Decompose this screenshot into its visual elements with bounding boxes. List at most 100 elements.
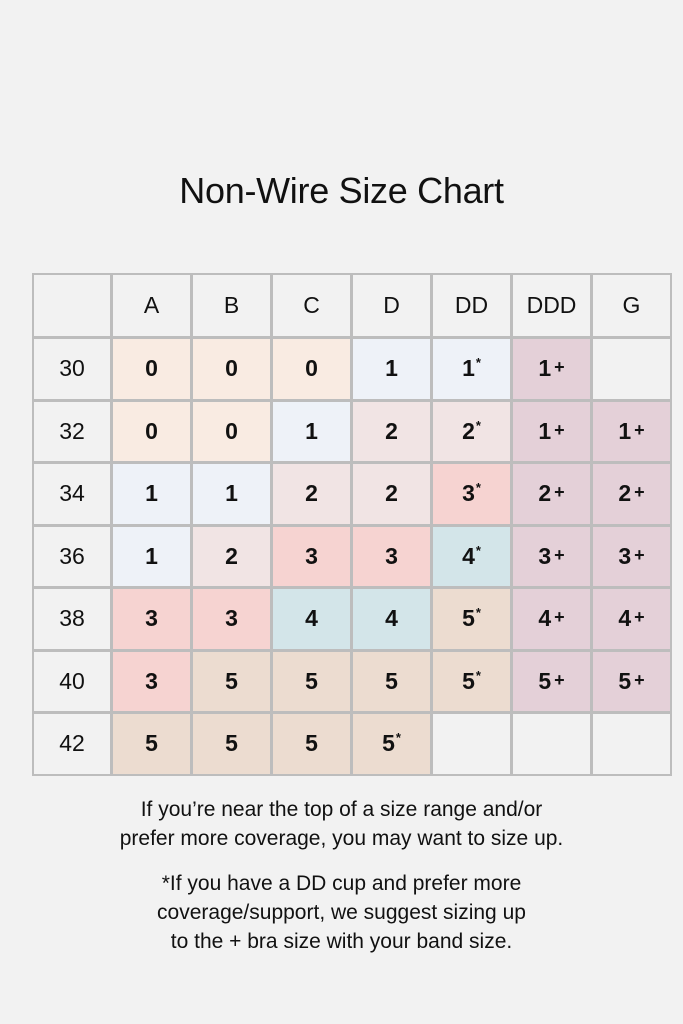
- plus-marker: +: [554, 482, 565, 503]
- plus-marker: +: [554, 544, 565, 565]
- size-cell: 3 +: [593, 526, 670, 586]
- plus-marker: +: [634, 669, 645, 690]
- sizing-note: If you’re near the top of a size range a…: [0, 795, 683, 853]
- column-header: D: [353, 275, 430, 336]
- size-cell: 1 +: [593, 401, 670, 461]
- size-value: 5: [385, 667, 398, 694]
- size-value: 4: [538, 605, 552, 632]
- note-line: *If you have a DD cup and prefer more: [161, 872, 522, 895]
- size-cell: 1 +: [513, 401, 590, 461]
- column-header: C: [273, 275, 350, 336]
- size-value: 3: [618, 542, 632, 569]
- size-value: 2: [538, 480, 552, 507]
- size-value: 0: [305, 355, 318, 382]
- size-value: 5: [305, 667, 318, 694]
- size-value: 5: [305, 730, 318, 757]
- size-value: 4: [462, 542, 475, 569]
- size-cell: 0: [193, 339, 270, 399]
- size-cell: 2: [273, 464, 350, 524]
- size-cell: 1: [113, 526, 190, 586]
- dd-cup-footnote: *If you have a DD cup and prefer more co…: [0, 869, 683, 956]
- size-value: 0: [145, 355, 158, 382]
- size-value: 3: [385, 542, 398, 569]
- plus-marker: +: [634, 482, 645, 503]
- size-cell: 3: [113, 589, 190, 649]
- asterisk-marker: *: [475, 542, 481, 558]
- size-cell: 3: [193, 589, 270, 649]
- size-cell: 2: [193, 526, 270, 586]
- empty-cell: [513, 714, 590, 774]
- size-cell: 3: [273, 526, 350, 586]
- size-cell: 3: [113, 651, 190, 711]
- size-value: 5: [225, 730, 238, 757]
- size-value: 1: [145, 480, 158, 507]
- asterisk-marker: *: [475, 480, 481, 496]
- plus-marker: +: [554, 357, 565, 378]
- size-value: 1: [538, 417, 552, 444]
- size-value: 0: [145, 417, 158, 444]
- size-cell: 5: [193, 714, 270, 774]
- band-label: 36: [34, 526, 110, 586]
- size-cell: 1: [113, 464, 190, 524]
- size-value: 4: [305, 605, 318, 632]
- size-cell: 5: [273, 651, 350, 711]
- band-label: 42: [34, 714, 110, 774]
- note-line: to the + bra size with your band size.: [170, 930, 513, 953]
- size-value: 5: [382, 730, 395, 757]
- size-cell: 2: [353, 401, 430, 461]
- column-header: DD: [433, 275, 510, 336]
- column-header: DDD: [513, 275, 590, 336]
- size-cell: 5 *: [353, 714, 430, 774]
- size-value: 2: [385, 417, 398, 444]
- size-value: 2: [618, 480, 632, 507]
- size-value: 5: [462, 667, 475, 694]
- band-label: 34: [34, 464, 110, 524]
- size-cell: 2: [353, 464, 430, 524]
- size-cell: 4: [273, 589, 350, 649]
- size-value: 2: [385, 480, 398, 507]
- size-value: 1: [385, 355, 398, 382]
- size-cell: 5 *: [433, 589, 510, 649]
- size-value: 3: [225, 605, 238, 632]
- empty-cell: [593, 339, 670, 399]
- size-cell: 5: [113, 714, 190, 774]
- size-cell: 1: [353, 339, 430, 399]
- size-cell: 2 +: [513, 464, 590, 524]
- size-cell: 5 +: [593, 651, 670, 711]
- size-cell: 5: [353, 651, 430, 711]
- size-cell: 4 *: [433, 526, 510, 586]
- size-value: 1: [145, 542, 158, 569]
- empty-cell: [593, 714, 670, 774]
- plus-marker: +: [554, 419, 565, 440]
- band-label: 38: [34, 589, 110, 649]
- size-value: 2: [462, 417, 475, 444]
- size-value: 3: [145, 605, 158, 632]
- note-line: coverage/support, we suggest sizing up: [157, 901, 526, 924]
- size-cell: 1 *: [433, 339, 510, 399]
- asterisk-marker: *: [475, 667, 481, 683]
- size-chart-table: A B C D DD DDD G 30 0 0 0 1 1 * 1 +32 0 0 1 2 2 * 1 +1 +34 1 1 2 2 3 *…: [32, 273, 672, 776]
- column-header: A: [113, 275, 190, 336]
- size-value: 3: [538, 542, 552, 569]
- band-label: 30: [34, 339, 110, 399]
- plus-marker: +: [634, 544, 645, 565]
- size-cell: 1: [193, 464, 270, 524]
- size-value: 3: [462, 480, 475, 507]
- size-value: 3: [145, 667, 158, 694]
- size-cell: 3 *: [433, 464, 510, 524]
- size-cell: 5 *: [433, 651, 510, 711]
- plus-marker: +: [554, 669, 565, 690]
- size-value: 1: [225, 480, 238, 507]
- asterisk-marker: *: [475, 605, 481, 621]
- size-value: 2: [305, 480, 318, 507]
- chart-title: Non-Wire Size Chart: [179, 170, 504, 211]
- note-line: If you’re near the top of a size range a…: [140, 798, 543, 821]
- size-cell: 1: [273, 401, 350, 461]
- size-cell: 4 +: [513, 589, 590, 649]
- size-cell: 4: [353, 589, 430, 649]
- size-value: 1: [618, 417, 632, 444]
- size-value: 1: [305, 417, 318, 444]
- size-value: 0: [225, 355, 238, 382]
- column-header: G: [593, 275, 670, 336]
- asterisk-marker: *: [475, 355, 481, 371]
